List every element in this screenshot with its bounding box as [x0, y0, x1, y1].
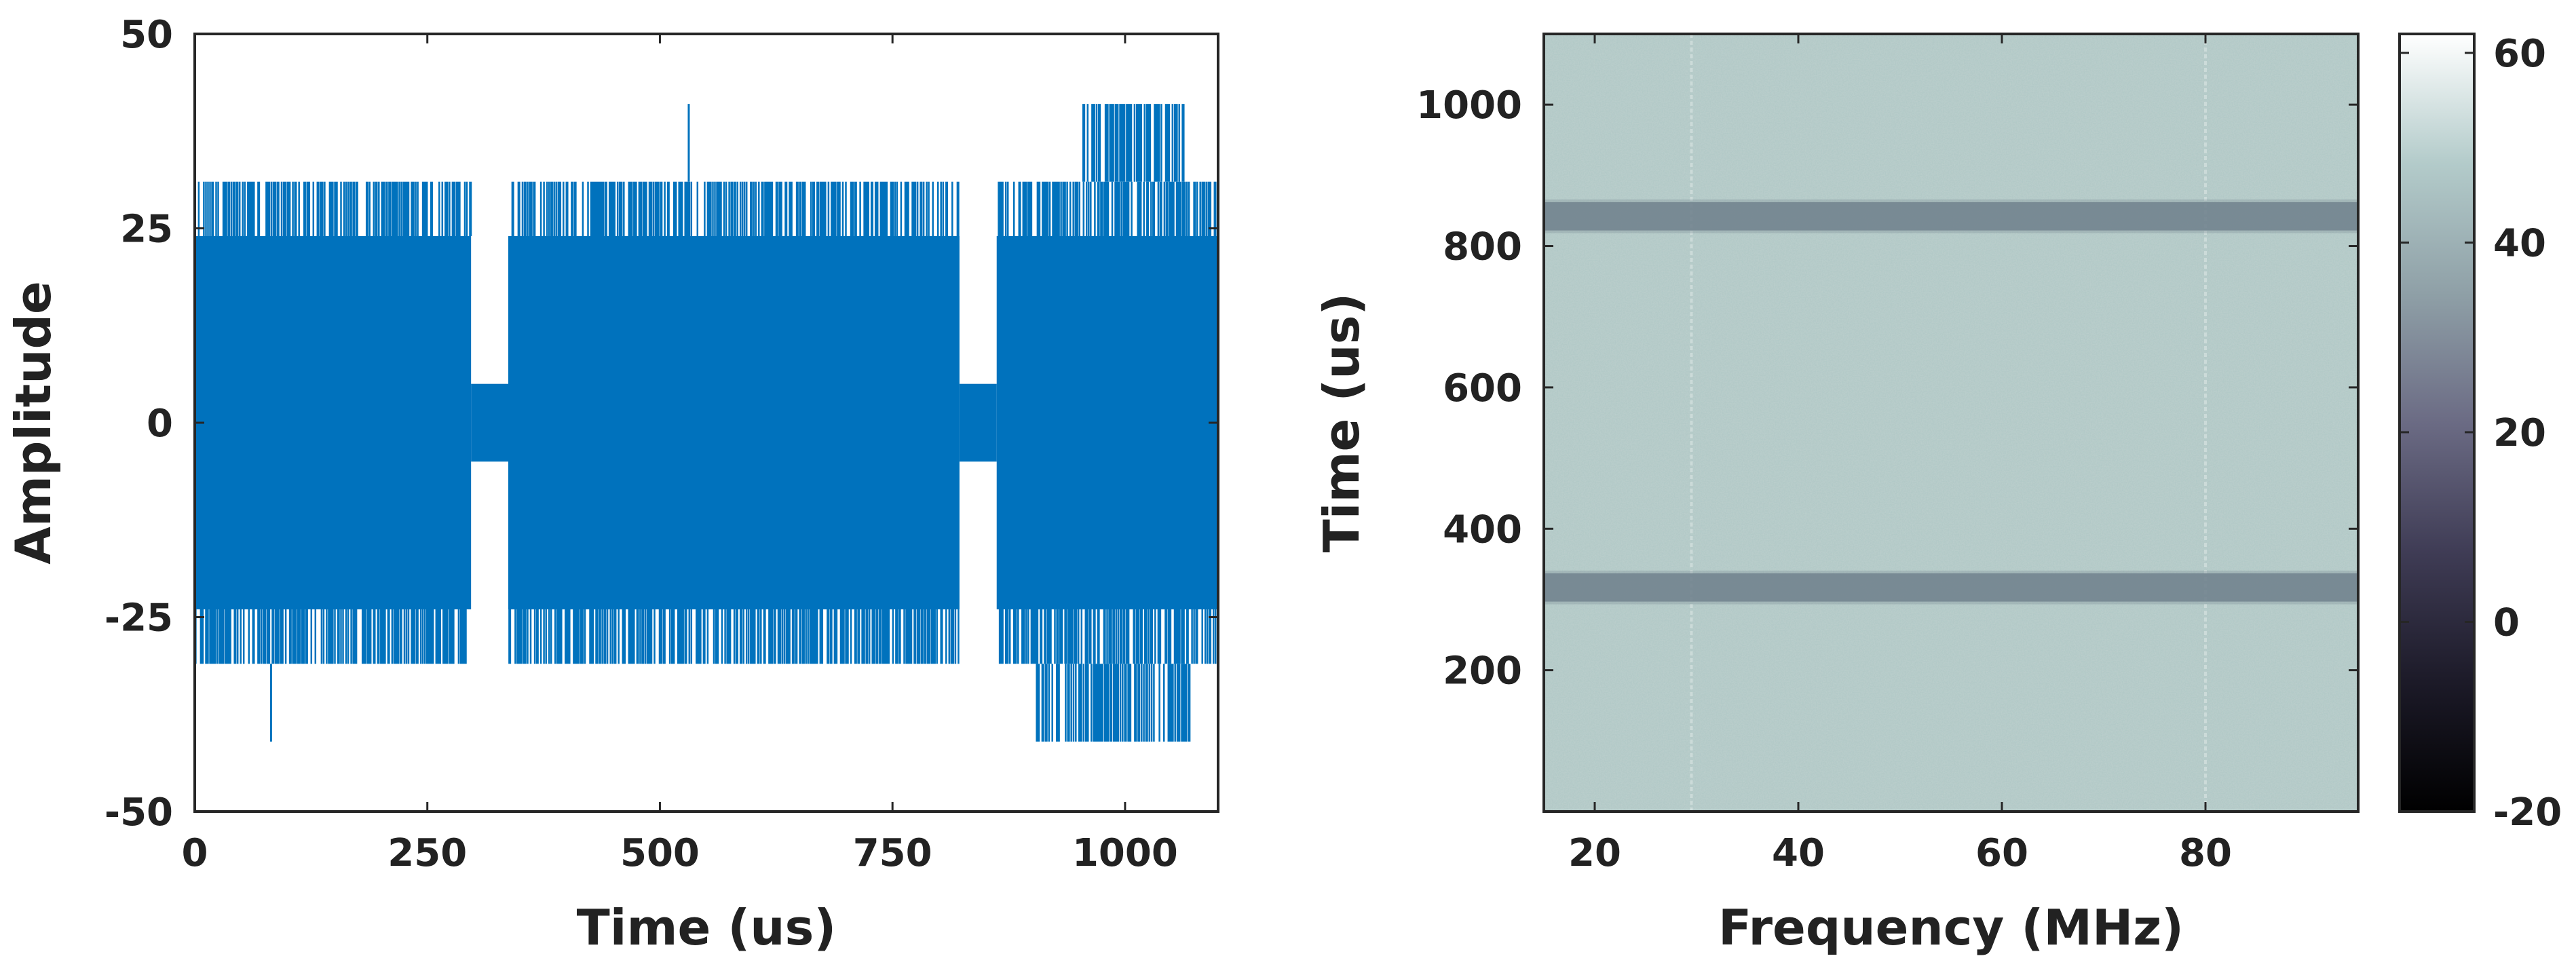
waveform-spike-cluster — [1082, 104, 1185, 182]
y-tick-label: 800 — [1443, 225, 1522, 269]
y-tick-label: 1000 — [1416, 83, 1522, 128]
heatmap-band — [1544, 573, 2358, 602]
heatmap-band-edge — [1544, 199, 2358, 233]
x-tick-label: 80 — [2179, 831, 2232, 875]
x-tick-label: 750 — [853, 831, 932, 875]
x-tick-label: 20 — [1568, 831, 1621, 875]
colorbar-box — [2398, 33, 2476, 813]
x-tick-label: 0 — [182, 831, 208, 875]
y-axis-title-right: Time (us) — [1313, 293, 1370, 553]
x-tick-labels-right: 20 40 60 80 — [1568, 831, 2232, 875]
waveform-envelope — [195, 235, 472, 610]
tick-marks-left — [193, 33, 1218, 813]
y-tick-label: -50 — [105, 791, 173, 835]
colorbar: 60 40 20 0 -20 — [2398, 32, 2562, 835]
x-tick-label: 40 — [1772, 831, 1825, 875]
x-axis-title-right: Frequency (MHz) — [1718, 899, 2184, 956]
colorbar-tick-label: 0 — [2493, 601, 2520, 645]
y-tick-label: -25 — [105, 596, 173, 641]
y-tick-label: 400 — [1443, 508, 1522, 552]
y-tick-labels-left: 50 25 0 -25 -50 — [105, 13, 173, 835]
colorbar-tick-labels: 60 40 20 0 -20 — [2493, 32, 2562, 835]
waveform-series — [195, 104, 1218, 742]
heatmap-band — [1544, 202, 2358, 231]
x-tick-label: 500 — [620, 831, 700, 875]
waveform-envelope — [471, 383, 508, 462]
heatmap-noise-texture — [1544, 34, 2358, 812]
waveform-envelope — [996, 235, 1218, 610]
y-tick-label: 50 — [120, 13, 173, 57]
waveform-envelope — [508, 235, 960, 610]
waveform-envelope — [959, 383, 997, 462]
colorbar-ticks — [2400, 52, 2474, 813]
colorbar-tick-label: -20 — [2493, 791, 2562, 835]
heatmap-band-edge — [1544, 570, 2358, 605]
waveform-spikes — [998, 181, 1218, 664]
y-axis-title-left: Amplitude — [5, 281, 62, 565]
tick-marks-right — [1544, 34, 2358, 812]
colorbar-tick-label: 40 — [2493, 221, 2546, 265]
colorbar-gradient — [2400, 34, 2474, 812]
y-tick-label: 600 — [1443, 366, 1522, 411]
axes-box-right — [1542, 33, 2360, 813]
x-tick-label: 1000 — [1072, 831, 1178, 875]
y-tick-labels-right: 200 400 600 800 1000 — [1416, 83, 1522, 693]
colorbar-tick-label: 60 — [2493, 32, 2546, 76]
y-tick-label: 0 — [147, 402, 173, 446]
colorbar-tick-label: 20 — [2493, 411, 2546, 455]
y-tick-label: 25 — [120, 208, 173, 252]
x-tick-label: 250 — [387, 831, 467, 875]
x-axis-title-left: Time (us) — [577, 899, 837, 956]
heatmap-features — [1544, 34, 2358, 812]
x-tick-labels-left: 0 250 500 750 1000 — [182, 831, 1178, 875]
waveform-spikes — [508, 181, 960, 664]
waveform-spike-cluster — [1036, 664, 1191, 742]
y-tick-label: 200 — [1443, 649, 1522, 693]
x-tick-label: 60 — [1975, 831, 2028, 875]
